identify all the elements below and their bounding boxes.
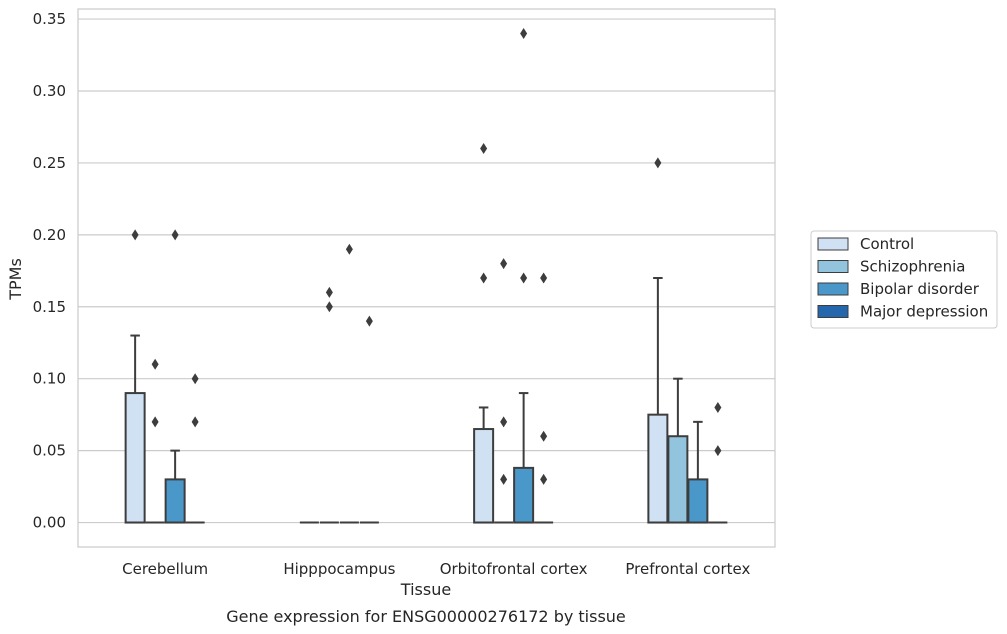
chart-caption: Gene expression for ENSG00000276172 by t… (226, 607, 626, 626)
outlier-point (480, 143, 488, 155)
box-schizophrenia (145, 358, 165, 524)
outlier-point (500, 258, 508, 270)
y-axis-label: TPMs (6, 258, 25, 301)
x-tick-labels: Cerebellum Hipppocampus Orbitofrontal cort… (122, 560, 750, 578)
box-major-depression (185, 373, 205, 524)
y-tick-label: 0.15 (33, 298, 66, 316)
legend-frame (810, 230, 998, 329)
legend-swatch (817, 305, 849, 318)
legend-swatch (817, 237, 849, 251)
box-control (124, 229, 146, 524)
box-schizophrenia (494, 258, 514, 524)
outlier-point (520, 27, 528, 39)
box-body (647, 413, 669, 524)
outlier-point (540, 473, 548, 485)
outlier-point (365, 315, 373, 327)
box-body (124, 392, 146, 524)
outlier-point (480, 272, 488, 284)
legend-label: Bipolar disorder (860, 280, 980, 298)
outlier-point (151, 416, 159, 428)
box-bipolar-disorder (339, 243, 359, 524)
legend-swatch (817, 282, 849, 296)
outlier-point (500, 473, 508, 485)
x-tick-label: Cerebellum (122, 560, 208, 578)
outlier-point (325, 301, 333, 313)
outlier-point (345, 243, 353, 255)
y-tick-label: 0.30 (33, 82, 66, 100)
box-major-depression (708, 401, 728, 524)
outlier-point (191, 373, 199, 385)
box-body (687, 478, 709, 524)
box-control (473, 143, 495, 524)
outlier-point (191, 416, 199, 428)
legend-swatch (817, 260, 849, 273)
outlier-point (520, 272, 528, 284)
legend-label: Schizophrenia (860, 258, 965, 276)
box-major-depression (534, 272, 554, 524)
outlier-point (540, 272, 548, 284)
box-series (124, 27, 728, 524)
box-bipolar-disorder (687, 420, 709, 524)
box-bipolar-disorder (513, 27, 535, 524)
legend-label: Major depression (860, 303, 988, 321)
outlier-point (325, 286, 333, 298)
legend: Control Schizophrenia Bipolar disorder Majo… (810, 230, 998, 329)
box-control (647, 157, 669, 524)
box-body (513, 466, 535, 524)
y-tick-label: 0.10 (33, 370, 66, 388)
x-axis-label: Tissue (400, 580, 451, 599)
box-schizophrenia (319, 286, 339, 524)
box-body (667, 435, 689, 524)
box-body (164, 478, 186, 524)
y-tick-label: 0.05 (33, 442, 66, 460)
box-schizophrenia (667, 377, 689, 524)
outlier-point (171, 229, 179, 241)
x-tick-label: Hipppocampus (283, 560, 395, 578)
box-major-depression (359, 315, 379, 524)
y-tick-label: 0.25 (33, 154, 66, 172)
outlier-point (540, 430, 548, 442)
legend-label: Control (860, 235, 914, 253)
box-body (473, 428, 495, 524)
y-tick-labels: 0.00 0.05 0.10 0.15 0.20 0.25 0.30 0.35 (33, 10, 66, 531)
outlier-point (714, 401, 722, 413)
x-tick-label: Prefrontal cortex (625, 560, 750, 578)
outlier-point (131, 229, 139, 241)
outlier-point (714, 445, 722, 457)
box-bipolar-disorder (164, 229, 186, 524)
y-tick-label: 0.00 (33, 514, 66, 532)
x-tick-label: Orbitofrontal cortex (440, 560, 588, 578)
outlier-point (654, 157, 662, 169)
y-tick-label: 0.35 (33, 10, 66, 28)
outlier-point (151, 358, 159, 370)
outlier-point (500, 416, 508, 428)
y-tick-label: 0.20 (33, 226, 66, 244)
plot-area-frame (77, 8, 776, 548)
